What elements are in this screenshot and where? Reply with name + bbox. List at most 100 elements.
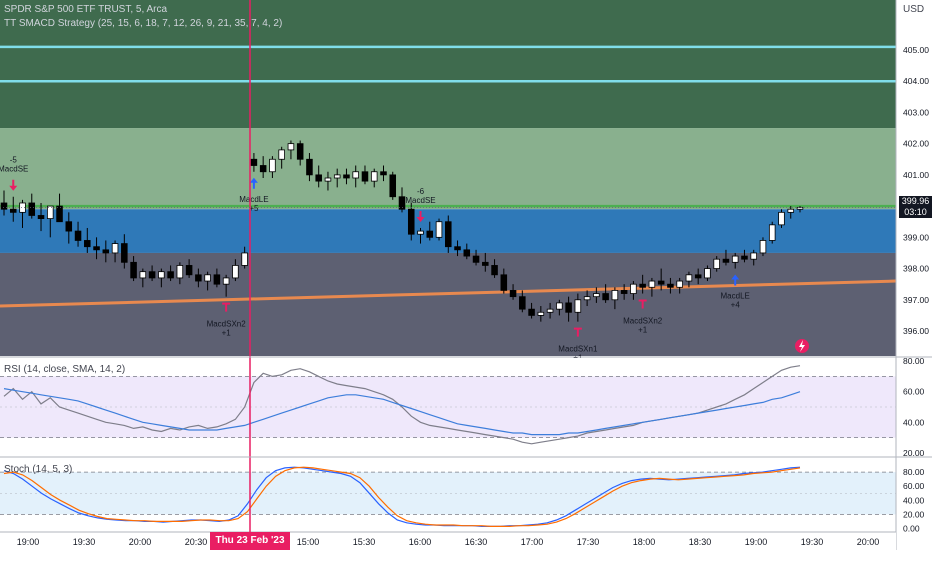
signal-label-0: MacdSE bbox=[0, 165, 28, 174]
buy-arrow-icon bbox=[731, 274, 740, 286]
candle-86 bbox=[796, 206, 804, 213]
candle-63 bbox=[583, 290, 591, 307]
candle-body-23 bbox=[213, 274, 221, 285]
signal-qty-6: +4 bbox=[731, 301, 741, 310]
price-axis[interactable]: 80.00 60.00 40.00 20.00 80.00 60.00 40.00 20.00… bbox=[895, 0, 932, 550]
candle-5 bbox=[47, 205, 54, 238]
signal-qty-0: -5 bbox=[10, 156, 18, 165]
signal-1: MacdSXn2+1 bbox=[207, 302, 246, 338]
candle-body-68 bbox=[630, 283, 637, 294]
lightning-icon bbox=[799, 340, 805, 352]
candle-44 bbox=[407, 202, 415, 241]
candle-74 bbox=[685, 271, 693, 288]
candle-69 bbox=[639, 274, 646, 294]
candle-35 bbox=[324, 171, 332, 191]
candle-67 bbox=[620, 284, 628, 300]
candle-68 bbox=[630, 281, 637, 300]
candle-body-27 bbox=[250, 158, 258, 166]
candle-58 bbox=[537, 306, 545, 322]
candle-body-83 bbox=[768, 224, 776, 241]
candle-body-64 bbox=[593, 293, 600, 298]
main-pane-background bbox=[0, 0, 896, 356]
candle-16 bbox=[148, 265, 156, 282]
candle-29 bbox=[269, 156, 276, 178]
candle-body-3 bbox=[28, 202, 36, 216]
candle-8 bbox=[74, 221, 82, 247]
osc-tick-1-3: 20.00 bbox=[903, 509, 925, 519]
candle-70 bbox=[648, 277, 656, 297]
candle-79 bbox=[731, 252, 739, 269]
candle-37 bbox=[343, 168, 350, 185]
candle-52 bbox=[482, 252, 489, 272]
last-price-badge: 399.96 03:10 bbox=[899, 196, 932, 218]
candle-41 bbox=[380, 165, 387, 182]
candle-13 bbox=[121, 234, 128, 269]
candle-76 bbox=[704, 265, 711, 282]
g-stoch-series-1 bbox=[3, 466, 801, 528]
candle-57 bbox=[528, 302, 535, 319]
candle-body-10 bbox=[93, 246, 100, 251]
zone-0 bbox=[0, 0, 896, 129]
candle-6 bbox=[56, 193, 63, 223]
time-axis[interactable]: 19:00 19:30 20:00 20:30 15:00 15:30 16:00 16:30… bbox=[0, 531, 896, 550]
candle-body-20 bbox=[185, 265, 193, 276]
candle-body-28 bbox=[259, 165, 267, 173]
candle-body-34 bbox=[315, 174, 322, 182]
osc-tick-1-4: 0.00 bbox=[903, 523, 920, 533]
signal-2: MacdLE+5 bbox=[239, 177, 269, 213]
candle-64 bbox=[593, 287, 600, 303]
candle-22 bbox=[204, 271, 211, 291]
osc-tick-0-3: 20.00 bbox=[903, 448, 925, 458]
g-rsi-series-1 bbox=[3, 388, 801, 436]
price-axis-background bbox=[896, 0, 932, 550]
candle-body-29 bbox=[269, 158, 276, 173]
candle-12 bbox=[111, 240, 119, 263]
strategy-label: TT SMACD Strategy (25, 15, 6, 18, 7, 12,… bbox=[4, 18, 283, 29]
candle-body-69 bbox=[639, 283, 646, 288]
candle-73 bbox=[676, 277, 683, 294]
candle-body-21 bbox=[195, 274, 202, 282]
candle-body-9 bbox=[84, 240, 91, 248]
candle-body-39 bbox=[361, 171, 369, 182]
candle-27 bbox=[250, 153, 258, 172]
candle-body-44 bbox=[407, 208, 415, 235]
time-tick-0: 19:00 bbox=[17, 537, 40, 547]
candle-24 bbox=[222, 274, 230, 297]
price-tick-2: 403.00 bbox=[903, 107, 929, 117]
candle-body-65 bbox=[602, 293, 609, 301]
time-tick-9: 17:30 bbox=[577, 537, 600, 547]
candle-53 bbox=[491, 259, 498, 278]
time-tick-10: 18:00 bbox=[633, 537, 656, 547]
osc-tick-0-0: 80.00 bbox=[903, 356, 925, 366]
candlesticks bbox=[0, 140, 804, 322]
signal-5: MacdSXn2+1 bbox=[623, 299, 663, 335]
candle-body-67 bbox=[620, 290, 628, 294]
candle-84 bbox=[778, 209, 785, 228]
candle-78 bbox=[722, 249, 730, 266]
candle-body-52 bbox=[482, 261, 489, 266]
candle-36 bbox=[333, 168, 341, 188]
candle-body-41 bbox=[380, 171, 387, 176]
candle-82 bbox=[759, 237, 767, 257]
candle-body-31 bbox=[287, 143, 295, 151]
candle-body-26 bbox=[241, 252, 248, 266]
candle-85 bbox=[787, 206, 795, 219]
candle-body-48 bbox=[445, 221, 452, 248]
candle-body-22 bbox=[204, 274, 211, 282]
time-tick-6: 16:00 bbox=[409, 537, 432, 547]
candle-body-36 bbox=[333, 174, 341, 179]
candle-body-0 bbox=[0, 202, 8, 210]
candle-49 bbox=[454, 240, 461, 257]
candle-body-45 bbox=[417, 230, 424, 235]
osc-tick-0-1: 60.00 bbox=[903, 387, 925, 397]
candle-body-18 bbox=[167, 271, 174, 279]
candle-50 bbox=[463, 243, 471, 260]
candle-body-5 bbox=[47, 205, 54, 219]
candle-body-53 bbox=[491, 265, 498, 276]
osc-tick-1-0: 80.00 bbox=[903, 467, 925, 477]
signal-6: MacdLE+4 bbox=[721, 274, 750, 310]
candle-20 bbox=[185, 259, 193, 278]
candle-body-4 bbox=[37, 215, 45, 219]
